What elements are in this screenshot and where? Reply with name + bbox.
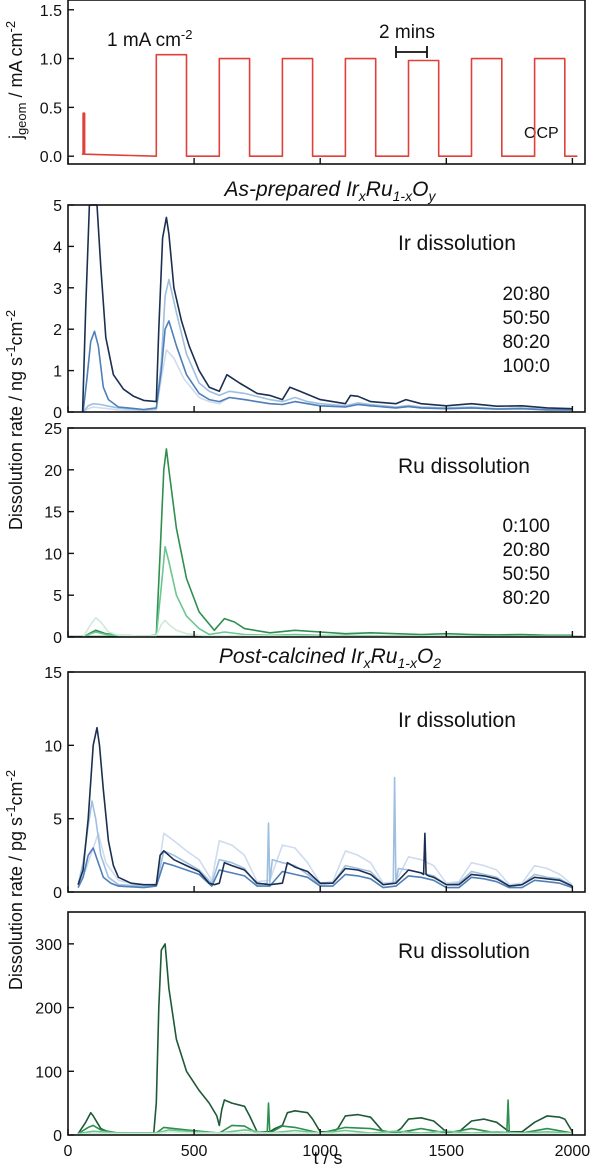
x-tick-label-0: 0 <box>64 1143 73 1160</box>
label-ru-dissolution-postcal: Ru dissolution <box>398 940 530 963</box>
panel-asprep-ru: 0 5 10 15 20 25 <box>44 421 586 647</box>
panel-current: 0.0 0.5 1.0 1.5 <box>40 0 586 166</box>
plot-frame-postcal_ru <box>67 911 586 1136</box>
plot-frame-asprep_ir <box>67 204 586 413</box>
x-tick-label-4: 2000 <box>555 1143 591 1160</box>
y-tick-label-postcal_ru-0: 0 <box>53 1128 62 1145</box>
x-tick-label-2: 1000 <box>302 1143 338 1160</box>
y-tick-label-asprep_ru-4: 20 <box>44 463 62 480</box>
y-tick-label-postcal_ru-2: 200 <box>35 1001 62 1018</box>
series-line-postcal_ru-3 <box>78 1131 573 1136</box>
plot-frame-postcal_ir <box>67 671 586 893</box>
series-line-postcal_ir-3 <box>77 726 573 887</box>
y-tick-label-postcal_ir-2: 10 <box>44 738 62 755</box>
series-line-asprep_ir-2 <box>82 320 573 413</box>
title-as-prepared: As-prepared IrxRu1-xOy <box>223 178 437 204</box>
legend-ru-20-80: 20:80 <box>502 540 550 561</box>
legend-ir-100-0: 100:0 <box>502 356 550 377</box>
label-ir-dissolution-asprep: Ir dissolution <box>398 232 516 255</box>
y-tick-label-postcal_ir-1: 5 <box>53 812 62 829</box>
label-ir-dissolution-postcal: Ir dissolution <box>398 709 516 732</box>
x-tick-label-3: 1500 <box>428 1143 464 1160</box>
legend-ru: 0:100 20:80 50:50 80:20 <box>502 516 550 609</box>
annotation-current: 1 mA cm-2 <box>107 27 192 51</box>
legend-ir-80-20: 80:20 <box>502 332 550 353</box>
annotation-ocp: OCP <box>524 125 559 142</box>
y-tick-label-postcal_ru-1: 100 <box>35 1064 62 1081</box>
ylabel-ng: Dissolution rate / ng s-1cm-2 <box>3 310 26 530</box>
y-tick-label-asprep_ir-2: 2 <box>53 322 62 339</box>
y-tick-label-current-1: 0.5 <box>40 100 62 117</box>
legend-ru-0-100: 0:100 <box>502 516 550 537</box>
y-tick-label-asprep_ir-0: 0 <box>53 405 62 422</box>
y-tick-label-current-2: 1.0 <box>40 52 62 69</box>
series-line-postcal_ru-1 <box>77 1099 573 1135</box>
y-tick-label-current-3: 1.5 <box>40 3 62 20</box>
y-tick-label-asprep_ir-5: 5 <box>53 198 62 215</box>
y-tick-label-postcal_ru-3: 300 <box>35 937 62 954</box>
y-tick-label-postcal_ir-0: 0 <box>53 885 62 902</box>
legend-ir-50-50: 50:50 <box>502 308 550 329</box>
y-tick-label-asprep_ru-3: 15 <box>44 505 62 522</box>
legend-ru-50-50: 50:50 <box>502 564 550 585</box>
series-line-postcal_ir-2 <box>77 847 573 889</box>
legend-ir-20-80: 20:80 <box>502 284 550 305</box>
y-tick-label-asprep_ru-1: 5 <box>53 588 62 605</box>
ylabel-pg: Dissolution rate / pg s-1cm-2 <box>3 770 26 990</box>
series-line-postcal_ir-1 <box>77 776 573 887</box>
title-post-calcined: Post-calcined IrxRu1-xO2 <box>219 645 441 671</box>
series-line-postcal_ru-0 <box>77 943 574 1135</box>
panel-postcal-ru: 0 100 200 300 0 500 1000 1500 2000 <box>35 911 591 1160</box>
y-tick-label-asprep_ru-5: 25 <box>44 421 62 438</box>
y-tick-label-asprep_ru-2: 10 <box>44 546 62 563</box>
y-tick-label-asprep_ir-4: 4 <box>53 239 62 256</box>
plot-frame-asprep_ru <box>67 427 586 638</box>
legend-ru-80-20: 80:20 <box>502 588 550 609</box>
series-line-current-0 <box>81 53 578 157</box>
label-ru-dissolution-asprep: Ru dissolution <box>398 455 530 478</box>
y-tick-label-asprep_ir-3: 3 <box>53 281 62 298</box>
series-line-asprep_ru-3 <box>82 616 573 638</box>
xlabel: t / s <box>313 1148 342 1168</box>
y-tick-label-postcal_ir-3: 15 <box>44 665 62 682</box>
plot-frame-current <box>67 0 586 165</box>
annotation-2mins: 2 mins <box>379 22 435 43</box>
two-minute-bracket <box>395 46 428 58</box>
y-tick-label-asprep_ir-1: 1 <box>53 364 62 381</box>
series-line-asprep_ir-3 <box>81 204 573 413</box>
y-tick-label-asprep_ru-0: 0 <box>53 630 62 647</box>
x-tick-label-1: 500 <box>181 1143 208 1160</box>
panel-postcal-ir: 0 5 10 15 <box>44 665 586 902</box>
y-tick-label-current-0: 0.0 <box>40 149 62 166</box>
legend-ir: 20:80 50:50 80:20 100:0 <box>502 284 550 377</box>
ylabel-current: jgeom / mA cm-2 <box>3 21 29 140</box>
panel-asprep-ir: 0 1 2 3 4 5 <box>53 198 586 422</box>
